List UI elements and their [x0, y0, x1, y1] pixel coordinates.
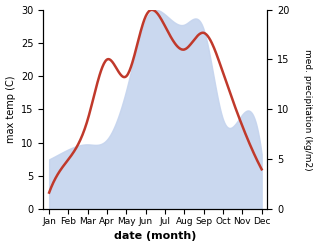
Y-axis label: max temp (C): max temp (C)	[5, 76, 16, 143]
Y-axis label: med. precipitation (kg/m2): med. precipitation (kg/m2)	[303, 49, 313, 170]
X-axis label: date (month): date (month)	[114, 231, 197, 242]
